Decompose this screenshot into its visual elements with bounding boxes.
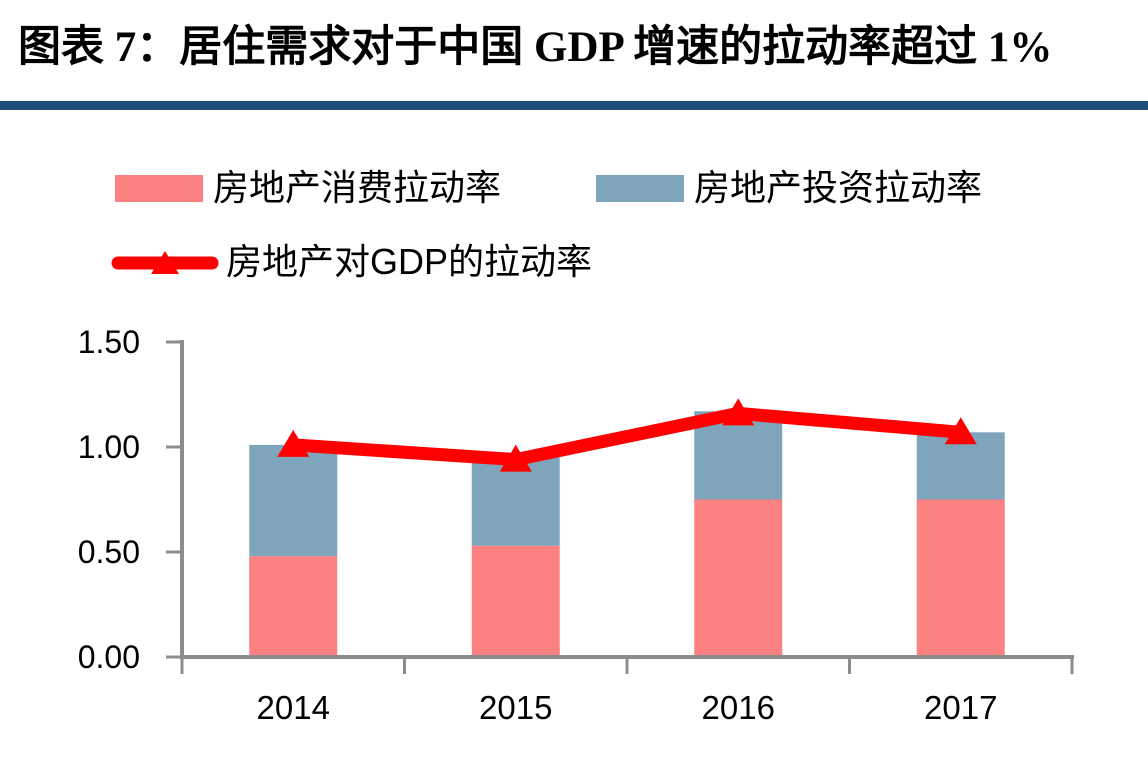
bar-consumption-2014: [249, 556, 338, 657]
gdp-pull-line: [286, 406, 968, 467]
bar-consumption-2016: [694, 499, 783, 657]
line-marker-2017: [944, 417, 977, 445]
line-marker-2014: [277, 429, 310, 457]
line-marker-2016: [722, 398, 755, 426]
y-tick-label: 1.00: [78, 429, 140, 465]
line-marker-glyph: [111, 251, 219, 274]
legend-label-gdp-line: 房地产对GDP的拉动率: [226, 241, 593, 282]
x-tick-label: 2017: [924, 689, 997, 726]
line-marker-2015: [499, 444, 532, 472]
y-tick-label: 1.50: [78, 324, 140, 360]
consumption-swatch: [115, 174, 203, 202]
x-tick-label: 2015: [479, 689, 552, 726]
title-divider: [0, 101, 1148, 110]
legend-item-gdp-line: 房地产对GDP的拉动率: [110, 241, 592, 283]
legend-item-consumption: 房地产消费拉动率: [115, 167, 501, 209]
investment-swatch: [596, 174, 684, 202]
bar-consumption-2017: [916, 499, 1005, 657]
y-tick-label: 0.50: [78, 534, 140, 570]
line-marker-swatch: [110, 241, 222, 283]
legend-label-consumption: 房地产消费拉动率: [213, 167, 502, 208]
bar-consumption-2015: [471, 545, 560, 657]
bar-investment-2014: [249, 444, 338, 557]
figure-title: 图表 7：居住需求对于中国 GDP 增速的拉动率超过 1%: [18, 24, 1053, 71]
x-tick-label: 2014: [257, 689, 330, 726]
x-tick-label: 2016: [702, 689, 775, 726]
bar-investment-2015: [471, 457, 560, 546]
chart-canvas: 0.00 0.50 1.00 1.50 2014 2015 2016 2017: [78, 324, 1074, 726]
legend-item-investment: 房地产投资拉动率: [596, 167, 982, 209]
y-tick-label: 0.00: [78, 639, 140, 675]
legend-label-investment: 房地产投资拉动率: [694, 167, 983, 208]
